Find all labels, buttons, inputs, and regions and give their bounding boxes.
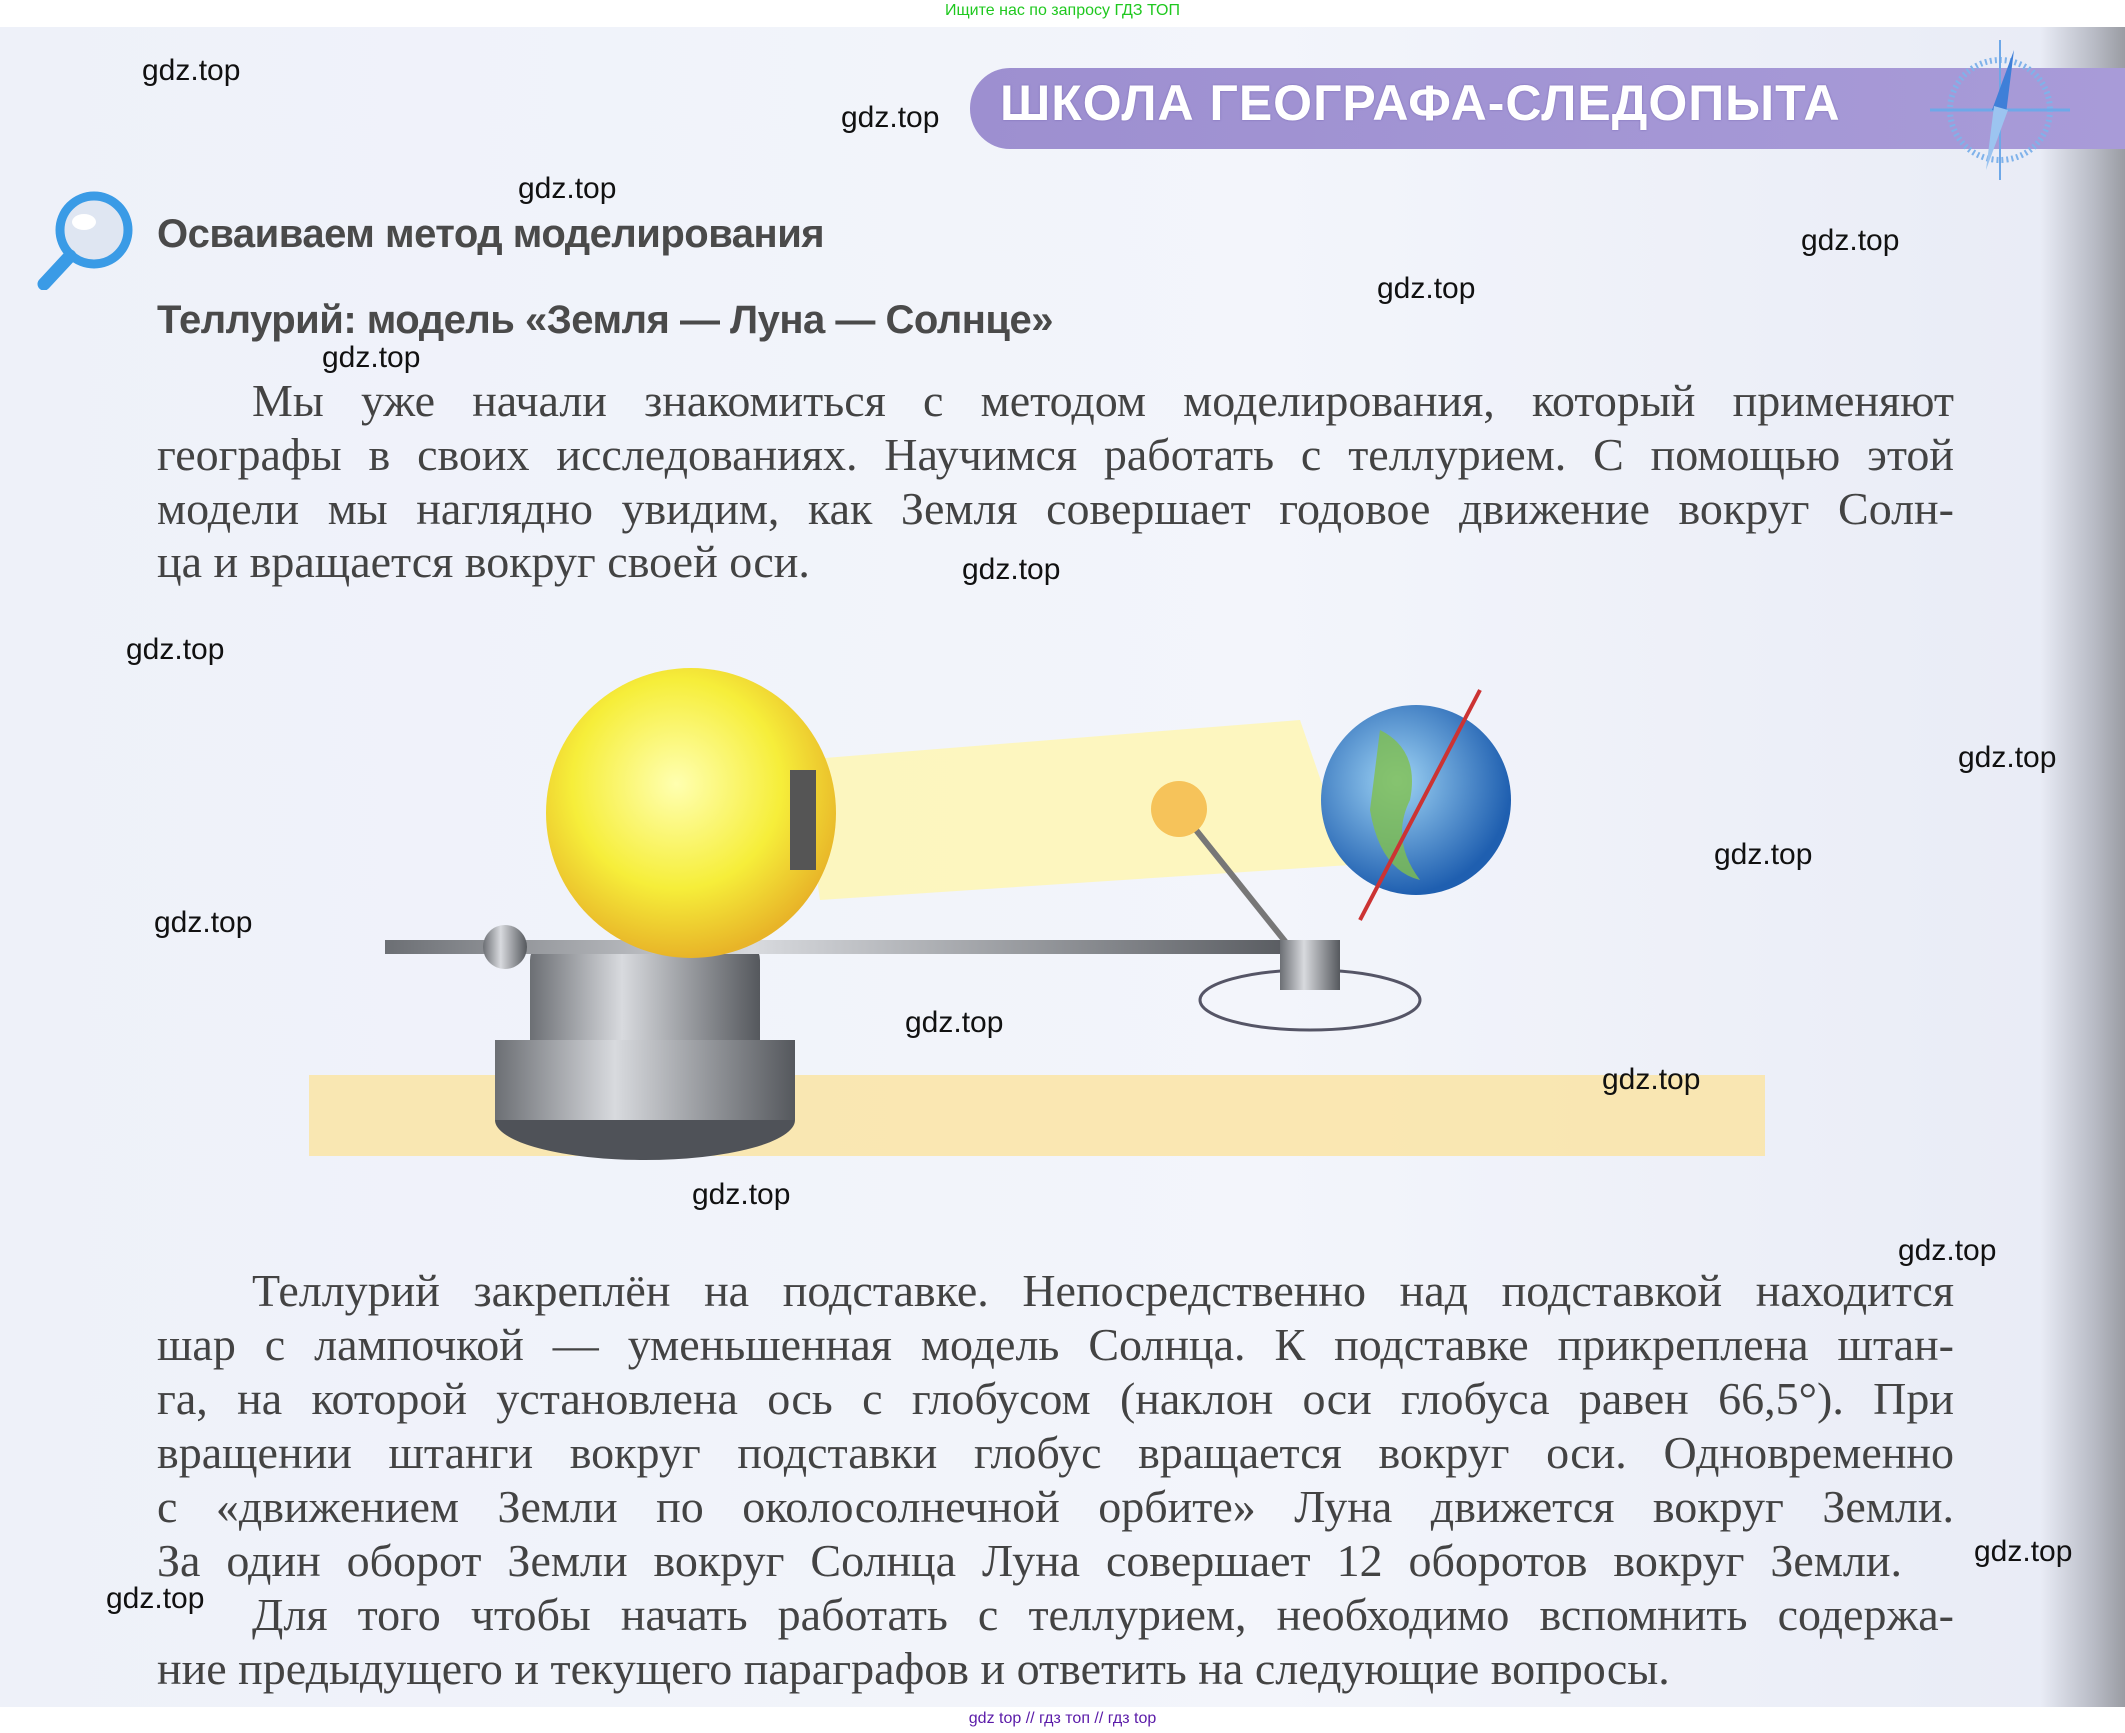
paragraph-line: Мы уже начали знакомиться с методом моде…: [252, 375, 1954, 426]
paragraph-line: ние предыдущего и текущего параграфов и …: [157, 1643, 1670, 1694]
tellurium-illustration: [309, 668, 1765, 1160]
watermark: gdz.top: [518, 172, 617, 205]
paragraph-line: географы в своих исследованиях. Научимся…: [157, 429, 1954, 480]
paragraph-line: га, на которой установлена ось с глобусо…: [157, 1373, 1954, 1424]
watermark: gdz.top: [1714, 838, 1813, 871]
watermark: gdz.top: [322, 341, 421, 374]
paragraph-line: шар с лампочкой — уменьшенная модель Сол…: [157, 1319, 1954, 1370]
watermark: gdz.top: [841, 101, 940, 134]
magnifier-icon: [37, 191, 133, 290]
watermark: gdz.top: [1801, 224, 1900, 257]
paragraph-line: ца и вращается вокруг своей оси.: [157, 536, 810, 587]
compass-icon: [1930, 40, 2070, 180]
paragraph-line: модели мы наглядно увидим, как Земля сов…: [157, 483, 1954, 534]
watermark: gdz.top: [1974, 1535, 2073, 1568]
section-heading: Осваиваем метод моделирования: [157, 212, 825, 256]
watermark: gdz.top: [126, 633, 225, 666]
footer-links[interactable]: gdz top // гдз топ // гдз top: [968, 1710, 1157, 1727]
watermark: gdz.top: [905, 1006, 1004, 1039]
watermark: gdz.top: [1602, 1063, 1701, 1096]
paragraph-line: За один оборот Земли вокруг Солнца Луна …: [157, 1535, 1902, 1586]
paragraph-line: вращении штанги вокруг подставки глобус …: [157, 1427, 1954, 1478]
paragraph-line: Теллурий закреплён на подставке. Непосре…: [252, 1265, 1954, 1316]
paragraph-line: с «движением Земли по околосолнечной орб…: [157, 1481, 1954, 1532]
paragraph-line: Для того чтобы начать работать с теллури…: [252, 1589, 1954, 1640]
section-subheading: Теллурий: модель «Земля — Луна — Солнце»: [157, 298, 1053, 342]
watermark: gdz.top: [692, 1178, 791, 1211]
watermark: gdz.top: [142, 54, 241, 87]
search-hint: Ищите нас по запросу ГДЗ ТОП: [945, 2, 1180, 19]
watermark: gdz.top: [1377, 272, 1476, 305]
watermark: gdz.top: [106, 1582, 205, 1615]
watermark: gdz.top: [1898, 1234, 1997, 1267]
watermark: gdz.top: [962, 553, 1061, 586]
watermark: gdz.top: [1958, 741, 2057, 774]
watermark: gdz.top: [154, 906, 253, 939]
